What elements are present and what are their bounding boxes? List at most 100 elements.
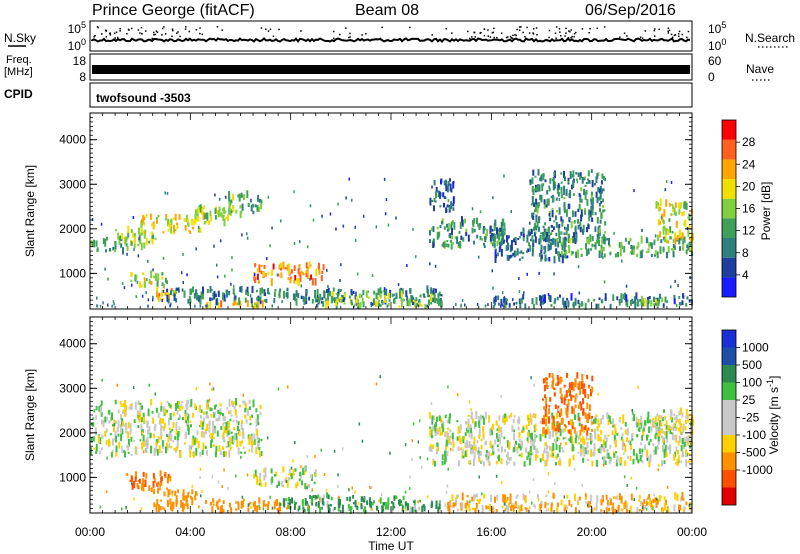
nsearch-point: [548, 36, 550, 39]
velocity-echo: [470, 446, 473, 455]
velocity-echo: [475, 411, 478, 420]
velocity-echo: [317, 501, 320, 509]
power-echo: [540, 249, 543, 254]
power-echo: [321, 214, 323, 218]
power-echo: [536, 185, 539, 193]
power-echo: [621, 259, 623, 263]
velocity-echo: [111, 449, 114, 454]
velocity-echo: [167, 501, 169, 507]
velocity-echo: [669, 444, 672, 451]
velocity-echo: [418, 506, 420, 510]
noise-right-tick-low: 100: [708, 37, 726, 53]
velocity-echo: [443, 456, 446, 459]
velocity-echo: [639, 424, 642, 430]
nsearch-point: [177, 31, 179, 33]
nsearch-point: [349, 32, 351, 35]
velocity-echo: [591, 460, 594, 467]
power-echo: [653, 242, 656, 246]
velocity-echo: [155, 439, 158, 445]
velocity-echo: [417, 500, 419, 504]
power-echo: [678, 302, 681, 306]
power-echo: [501, 238, 504, 242]
velocity-echo: [450, 442, 453, 445]
velocity-echo: [570, 394, 573, 401]
velocity-echo: [598, 448, 601, 454]
power-echo: [192, 286, 194, 293]
power-echo: [599, 231, 601, 236]
velocity-echo: [505, 499, 508, 504]
velocity-echo: [392, 502, 395, 508]
power-echo: [142, 272, 145, 276]
velocity-echo: [565, 505, 568, 510]
velocity-echo: [380, 493, 383, 496]
power-echo: [632, 301, 634, 304]
velocity-echo: [474, 446, 477, 451]
velocity-echo: [505, 460, 508, 466]
power-echo: [667, 240, 670, 244]
velocity-echo: [275, 471, 278, 477]
nsearch-point: [126, 33, 128, 35]
power-echo: [246, 236, 249, 240]
velocity-echo: [612, 425, 615, 428]
nsearch-point: [199, 32, 201, 35]
velocity-echo: [126, 445, 129, 448]
velocity-echo: [150, 399, 153, 406]
velocity-echo: [411, 458, 413, 462]
power-echo: [535, 198, 538, 205]
nsky-line: [91, 37, 691, 43]
power-echo: [96, 304, 98, 308]
power-echo: [677, 284, 679, 288]
power-echo: [137, 243, 140, 247]
velocity-echo: [497, 438, 500, 442]
velocity-echo: [471, 449, 474, 454]
velocity-colorbar-swatch: [722, 365, 736, 383]
power-echo: [567, 235, 570, 242]
power-echo: [259, 287, 262, 296]
power-echo: [445, 179, 448, 185]
power-echo: [265, 273, 268, 277]
velocity-echo: [148, 383, 150, 387]
velocity-echo: [199, 425, 201, 428]
power-echo: [447, 223, 450, 231]
nsearch-point: [520, 26, 522, 28]
velocity-echo: [271, 476, 274, 484]
power-echo: [126, 252, 128, 256]
velocity-echo: [665, 420, 668, 426]
velocity-echo: [675, 426, 678, 429]
velocity-echo: [164, 508, 166, 512]
power-echo: [586, 238, 589, 244]
velocity-echo: [500, 446, 503, 453]
velocity-echo: [511, 503, 514, 509]
velocity-echo: [552, 442, 555, 451]
power-echo: [194, 219, 197, 224]
power-echo: [554, 298, 557, 303]
power-echo: [542, 173, 545, 181]
velocity-echo: [378, 499, 380, 503]
velocity-echo: [467, 414, 470, 417]
velocity-echo: [497, 433, 500, 439]
velocity-echo: [610, 498, 612, 506]
power-echo: [415, 297, 418, 302]
power-echo: [373, 298, 375, 306]
velocity-echo: [249, 501, 252, 505]
velocity-echo: [154, 392, 157, 396]
velocity-echo: [356, 505, 359, 510]
velocity-echo: [596, 448, 599, 452]
power-echo: [393, 297, 396, 304]
velocity-echo: [155, 442, 158, 446]
velocity-echo: [688, 503, 691, 507]
velocity-echo: [203, 432, 206, 438]
velocity-echo: [548, 416, 550, 424]
velocity-echo: [590, 417, 593, 426]
velocity-echo: [419, 500, 422, 503]
velocity-echo: [469, 460, 472, 464]
power-echo: [432, 226, 435, 233]
power-echo: [263, 289, 266, 292]
velocity-echo: [139, 439, 142, 442]
velocity-echo: [567, 420, 570, 425]
power-echo: [140, 232, 143, 236]
date-label: 06/Sep/2016: [585, 2, 676, 19]
nsearch-point: [480, 31, 482, 34]
velocity-echo: [518, 431, 521, 439]
